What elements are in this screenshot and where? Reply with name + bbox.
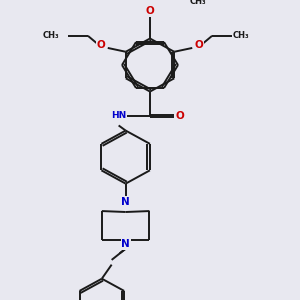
Text: CH₃: CH₃ xyxy=(233,32,250,40)
Text: O: O xyxy=(146,6,154,16)
Text: CH₃: CH₃ xyxy=(189,0,206,6)
Text: O: O xyxy=(195,40,204,50)
Text: N: N xyxy=(121,196,130,207)
Text: O: O xyxy=(176,111,185,121)
Text: N: N xyxy=(121,239,130,249)
Text: O: O xyxy=(96,40,105,50)
Text: HN: HN xyxy=(111,112,126,121)
Text: CH₃: CH₃ xyxy=(42,32,59,40)
